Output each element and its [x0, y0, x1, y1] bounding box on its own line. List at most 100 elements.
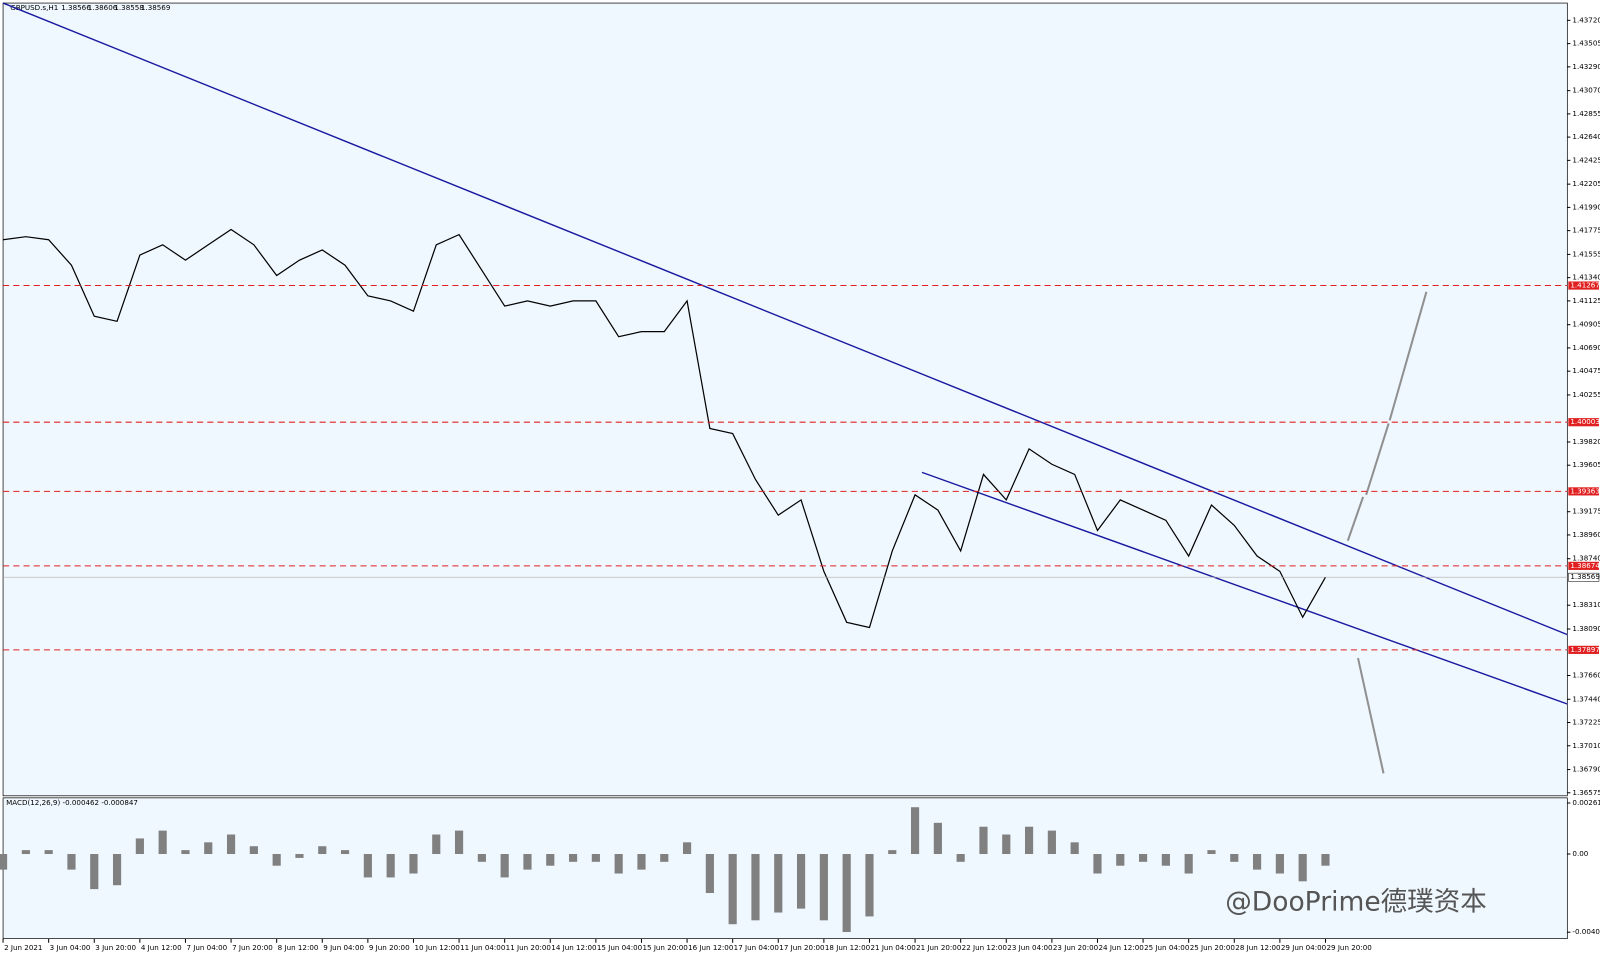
- macd-bar: [819, 854, 828, 921]
- macd-bar: [1321, 854, 1330, 866]
- y-tick-label: 1.39605: [1572, 460, 1600, 469]
- level-label: 1.37897: [1570, 645, 1599, 654]
- watermark: @DooPrime德璞资本: [1225, 886, 1486, 917]
- macd-bar: [226, 834, 236, 855]
- drawings: [2, 2, 1568, 774]
- x-tick-label: 4 Jun 12:00: [141, 943, 182, 952]
- y-tick-label: 1.37660: [1572, 670, 1600, 679]
- level-tag: [1568, 645, 1599, 654]
- macd-bar: [842, 854, 851, 933]
- y-tick-label: 1.42205: [1572, 179, 1600, 188]
- x-tick-label: 29 Jun 20:00: [1326, 943, 1372, 952]
- ohlc-open: 1.38566: [61, 3, 91, 12]
- macd-bar: [1184, 854, 1193, 874]
- ohlc-low: 1.38558: [114, 3, 144, 12]
- y-tick-label: 1.38090: [1572, 624, 1600, 633]
- x-tick-label: 28 Jun 12:00: [1235, 943, 1281, 952]
- macd-bar: [409, 854, 418, 874]
- x-tick-label: 21 Jun 04:00: [870, 943, 916, 952]
- x-tick-label: 21 Jun 20:00: [916, 943, 962, 952]
- x-tick-label: 25 Jun 04:00: [1144, 943, 1190, 952]
- y-tick-label: 1.39820: [1572, 437, 1600, 446]
- macd-bar: [112, 854, 122, 886]
- y-tick-label: 1.38960: [1572, 530, 1600, 539]
- y-tick-label: 1.43070: [1572, 86, 1600, 95]
- macd-bar: [432, 834, 441, 855]
- x-tick-label: 23 Jun 20:00: [1053, 943, 1099, 952]
- ohlc-high: 1.38606: [88, 3, 118, 12]
- x-tick-label: 7 Jun 04:00: [186, 943, 227, 952]
- x-tick-label: 29 Jun 04:00: [1281, 943, 1327, 952]
- macd-bar: [135, 838, 144, 855]
- macd-bar: [910, 807, 920, 855]
- x-tick-label: 15 Jun 04:00: [597, 943, 643, 952]
- header: GBPUSD.s,H1 1.38566 1.38606 1.38558 1.38…: [10, 3, 171, 12]
- macd-bar: [591, 854, 600, 862]
- y-tick-label: 1.43290: [1572, 62, 1600, 71]
- macd-bar: [546, 854, 555, 866]
- macd-bar: [340, 850, 350, 855]
- macd-bar: [1116, 854, 1125, 866]
- macd-bar: [1207, 850, 1216, 855]
- y-tick-label: 1.42425: [1572, 155, 1600, 164]
- y-tick-label: 1.38310: [1572, 600, 1600, 609]
- x-tick-label: 11 Jun 04:00: [460, 943, 506, 952]
- macd-bar: [204, 842, 213, 855]
- arrow: [1365, 423, 1390, 496]
- price-line: [2, 228, 1327, 629]
- x-tick-label: 17 Jun 04:00: [734, 943, 780, 952]
- macd-bar: [523, 854, 532, 870]
- macd-bar: [796, 854, 806, 909]
- macd-bar: [705, 854, 714, 894]
- level-label: 1.40003: [1570, 417, 1599, 426]
- current-price-label: 1.38569: [1570, 572, 1600, 581]
- level-label: 1.38674: [1570, 561, 1600, 570]
- macd-bar: [477, 854, 486, 862]
- ohlc-close: 1.38569: [141, 3, 171, 12]
- y-tick-label: 1.41990: [1572, 202, 1600, 211]
- y-tick-label: 1.42855: [1572, 109, 1600, 118]
- macd-bar: [1252, 854, 1262, 870]
- macd-bar: [568, 854, 578, 862]
- macd-bar: [751, 854, 760, 921]
- y-tick-label: 0.002616: [1572, 798, 1600, 807]
- symbol: GBPUSD.s,H1: [10, 3, 58, 12]
- macd-bar: [1070, 842, 1079, 855]
- x-tick-label: 24 Jun 12:00: [1098, 943, 1144, 952]
- level-label: 1.41267: [1570, 281, 1599, 290]
- y-tick-label: 1.40475: [1572, 366, 1600, 375]
- macd-bar: [637, 854, 646, 870]
- macd-bar: [1002, 834, 1011, 855]
- macd-bar: [295, 854, 304, 858]
- y-tick-label: 1.37440: [1572, 694, 1600, 703]
- level-tag: [1568, 418, 1599, 427]
- x-tick-label: 22 Jun 12:00: [962, 943, 1008, 952]
- y-tick-label: 1.37225: [1572, 718, 1600, 727]
- y-tick-label: -0.00401: [1572, 927, 1600, 936]
- y-tick-label: 1.42640: [1572, 132, 1600, 141]
- x-tick-label: 14 Jun 12:00: [551, 943, 597, 952]
- macd-bar: [956, 854, 965, 862]
- macd-bar: [318, 846, 327, 855]
- y-tick-label: 1.39175: [1572, 507, 1600, 516]
- macd-bar: [181, 850, 190, 855]
- level-tag: [1568, 561, 1599, 570]
- y-tick-label: 1.36575: [1572, 788, 1600, 797]
- y-tick-label: 1.40255: [1572, 390, 1600, 399]
- macd-bar: [0, 854, 8, 870]
- main-panel: [2, 2, 1568, 797]
- macd-bar: [660, 854, 669, 862]
- y-tick-label: 1.41775: [1572, 226, 1600, 235]
- macd-bar: [1047, 830, 1056, 855]
- y-tick-label: 0.00: [1572, 849, 1588, 858]
- macd-bar: [386, 854, 395, 878]
- y-tick-label: 1.36790: [1572, 765, 1600, 774]
- x-tick-label: 9 Jun 20:00: [369, 943, 410, 952]
- level-tag: [1568, 487, 1599, 496]
- y-tick-label: 1.41555: [1572, 249, 1600, 258]
- macd-bar: [90, 854, 99, 890]
- trendline: [2, 2, 1568, 636]
- y-tick-label: 1.40905: [1572, 320, 1600, 329]
- macd-bar: [1298, 854, 1307, 882]
